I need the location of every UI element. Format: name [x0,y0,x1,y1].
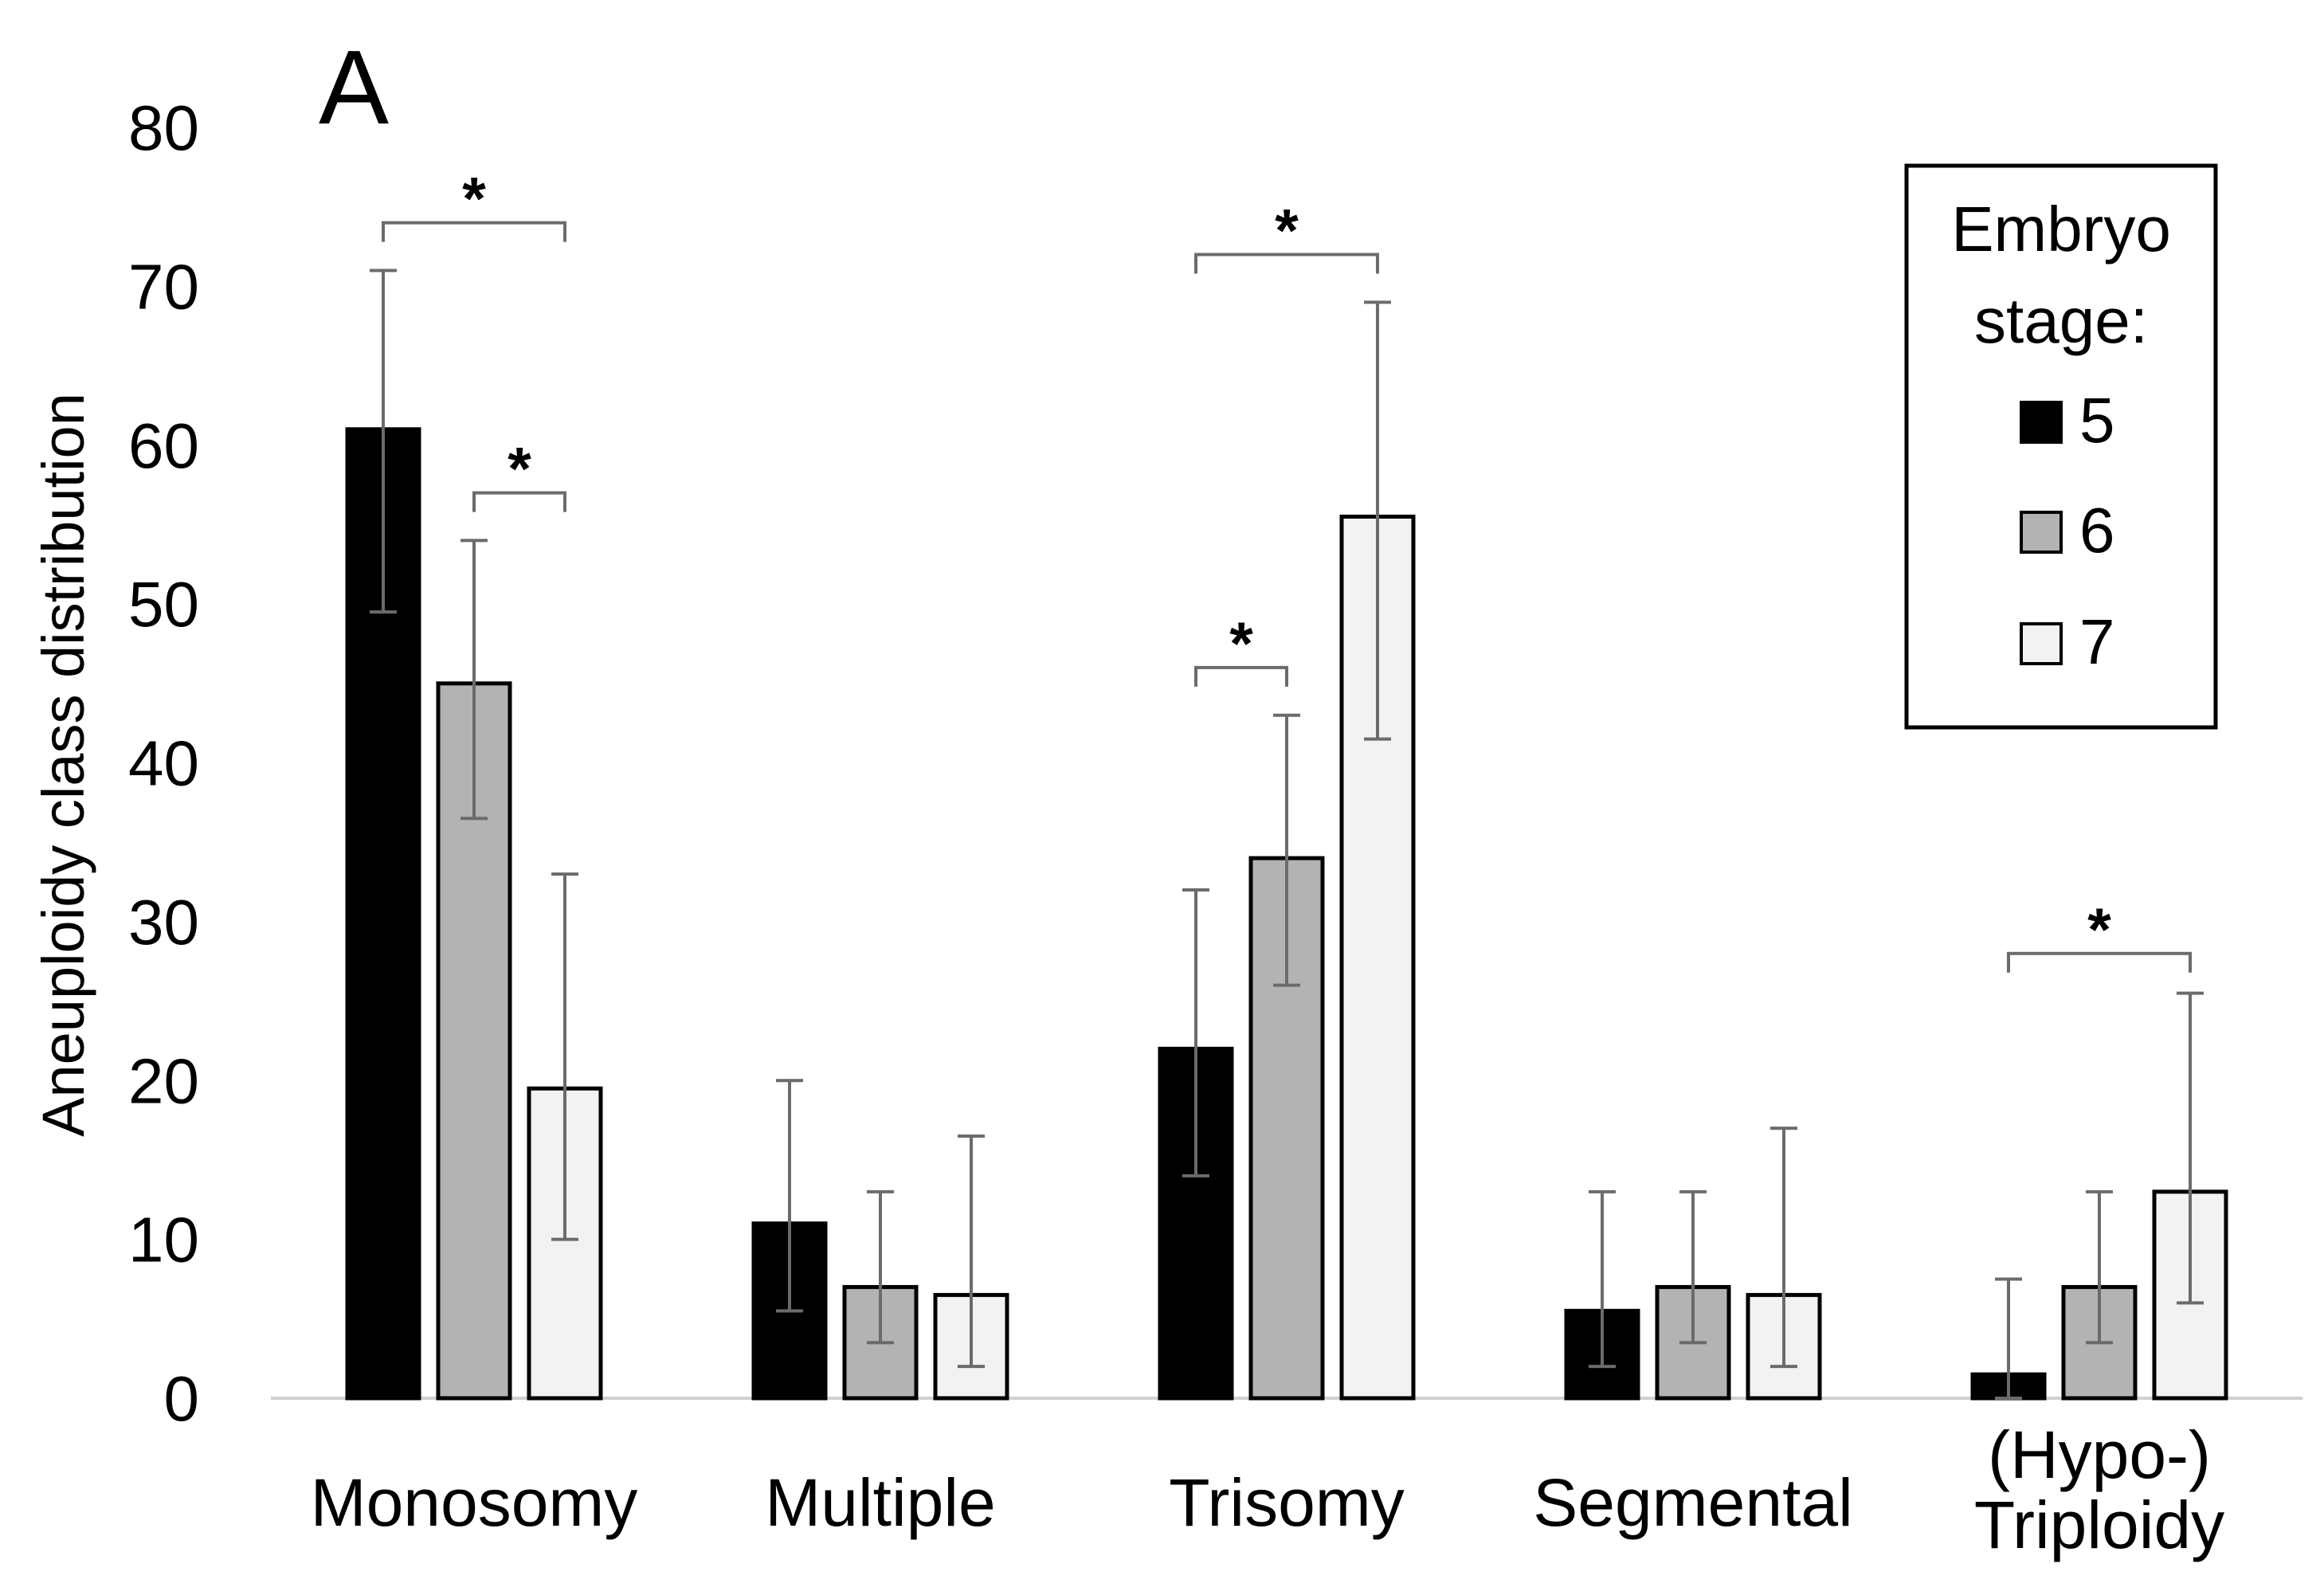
category-label: Trisomy [1169,1465,1405,1540]
significance-bracket [382,221,566,242]
bar-monosomy-stage-6 [436,681,512,1401]
legend-title-line1: Embryo [1951,194,2171,265]
legend-title-line2: stage: [1974,285,2148,356]
significance-star: * [1229,610,1253,678]
significance-star: * [462,166,486,233]
y-tick-label: 20 [128,1045,199,1116]
legend: Embryo stage: 5 6 7 [1904,163,2218,730]
legend-label-6: 6 [2079,495,2115,566]
y-axis-label: Aneuploidy class distribution [30,393,96,1137]
legend-label-5: 5 [2079,385,2115,456]
x-axis-categories: Monosomy Multiple Trisomy Segmental (Hypo-) T… [311,1417,2225,1562]
y-tick-label: 0 [164,1363,200,1434]
legend-label-7: 7 [2079,606,2115,677]
y-axis-ticks: 0 10 20 30 40 50 60 70 80 [128,92,199,1434]
category-label: Segmental [1533,1465,1853,1540]
legend-swatch-6 [2020,511,2063,554]
significance-bracket [1194,665,1288,687]
category-label: Monosomy [311,1465,638,1540]
significance-star: * [2087,896,2111,964]
category-label: (Hypo-) Triploidy [1974,1417,2224,1562]
category-label: Multiple [765,1465,995,1540]
error-bars [370,268,2204,1400]
legend-swatch-7 [2020,622,2063,665]
significance-bracket [1194,253,1379,274]
y-tick-label: 80 [128,92,199,163]
y-tick-label: 10 [128,1205,199,1276]
bars [345,427,2228,1401]
significance-star: * [508,436,531,504]
legend-swatch-5 [2020,401,2063,444]
y-tick-label: 70 [128,251,199,322]
y-tick-label: 50 [128,569,199,640]
y-tick-label: 30 [128,887,199,958]
significance-bracket [2007,951,2192,973]
y-tick-label: 60 [128,410,199,481]
panel-label: A [319,29,389,146]
significance-brackets: * * * * * [382,166,2192,973]
y-tick-label: 40 [128,728,199,799]
significance-star: * [1275,198,1299,265]
significance-bracket [472,491,566,512]
